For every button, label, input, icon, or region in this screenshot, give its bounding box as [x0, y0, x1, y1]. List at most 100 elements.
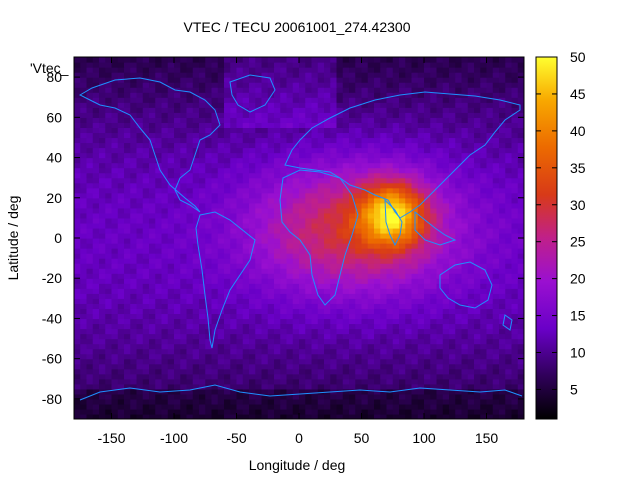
heatmap-cell — [311, 157, 319, 164]
heatmap-cell — [142, 388, 150, 395]
heatmap-cell — [449, 398, 456, 405]
heatmap-cell — [130, 268, 138, 274]
heatmap-cell — [517, 162, 524, 169]
heatmap-cell — [499, 363, 506, 370]
heatmap-cell — [380, 338, 388, 345]
heatmap-cell — [186, 147, 194, 154]
heatmap-cell — [192, 197, 200, 204]
heatmap-cell — [361, 293, 369, 299]
heatmap-cell — [424, 172, 431, 179]
heatmap-cell — [492, 77, 500, 83]
heatmap-cell — [180, 207, 188, 214]
heatmap-cell — [399, 273, 406, 279]
heatmap-cell — [380, 72, 388, 78]
heatmap-cell — [292, 132, 300, 139]
heatmap-cell — [255, 298, 263, 304]
heatmap-cell — [92, 258, 100, 264]
heatmap-cell — [155, 293, 163, 299]
heatmap-cell — [342, 137, 350, 144]
heatmap-cell — [486, 403, 494, 410]
heatmap-cell — [167, 197, 175, 204]
heatmap-cell — [430, 313, 438, 320]
heatmap-cell — [474, 122, 481, 128]
heatmap-cell — [392, 273, 400, 279]
heatmap-cell — [480, 137, 488, 144]
heatmap-cell — [124, 243, 131, 249]
heatmap-cell — [299, 177, 306, 184]
heatmap-cell — [299, 182, 306, 189]
heatmap-cell — [99, 172, 106, 179]
heatmap-cell — [192, 202, 200, 209]
heatmap-cell — [261, 308, 269, 315]
heatmap-cell — [336, 122, 344, 128]
heatmap-cell — [192, 378, 200, 385]
heatmap-cell — [467, 383, 475, 390]
heatmap-cell — [99, 348, 106, 355]
heatmap-cell — [286, 142, 294, 149]
heatmap-cell — [267, 398, 275, 405]
heatmap-cell — [361, 388, 369, 395]
heatmap-cell — [286, 258, 294, 264]
heatmap-cell — [449, 232, 456, 239]
heatmap-cell — [217, 72, 225, 78]
heatmap-cell — [405, 308, 413, 315]
heatmap-cell — [242, 132, 250, 139]
heatmap-cell — [467, 368, 475, 375]
heatmap-cell — [186, 358, 194, 365]
heatmap-cell — [186, 313, 194, 320]
heatmap-cell — [274, 338, 281, 345]
heatmap-cell — [274, 318, 281, 325]
heatmap-cell — [142, 358, 150, 365]
heatmap-cell — [217, 232, 225, 239]
heatmap-cell — [442, 172, 450, 179]
heatmap-cell — [149, 243, 156, 249]
heatmap-cell — [349, 373, 356, 380]
heatmap-cell — [424, 248, 431, 254]
heatmap-cell — [236, 378, 244, 385]
heatmap-cell — [492, 92, 500, 98]
heatmap-cell — [217, 207, 225, 214]
heatmap-cell — [336, 197, 344, 204]
heatmap-cell — [436, 388, 444, 395]
heatmap-cell — [74, 278, 81, 284]
heatmap-cell — [336, 172, 344, 179]
heatmap-cell — [349, 268, 356, 274]
heatmap-cell — [230, 137, 238, 144]
heatmap-cell — [386, 318, 394, 325]
heatmap-cell — [436, 147, 444, 154]
heatmap-cell — [117, 278, 125, 284]
heatmap-cell — [374, 253, 381, 259]
heatmap-cell — [180, 72, 188, 78]
heatmap-cell — [399, 248, 406, 254]
heatmap-cell — [430, 127, 438, 134]
heatmap-cell — [99, 152, 106, 159]
heatmap-cell — [399, 348, 406, 355]
heatmap-cell — [255, 82, 263, 88]
heatmap-cell — [280, 182, 288, 189]
heatmap-cell — [342, 72, 350, 78]
heatmap-cell — [449, 408, 456, 415]
heatmap-cell — [180, 363, 188, 370]
heatmap-cell — [99, 243, 106, 249]
heatmap-cell — [80, 197, 88, 204]
heatmap-cell — [386, 328, 394, 335]
heatmap-cell — [130, 212, 138, 219]
heatmap-cell — [267, 187, 275, 194]
heatmap-cell — [130, 217, 138, 224]
heatmap-cell — [367, 303, 375, 309]
heatmap-cell — [192, 248, 200, 254]
heatmap-cell — [342, 222, 350, 229]
heatmap-cell — [149, 263, 156, 269]
heatmap-cell — [136, 217, 144, 224]
heatmap-cell — [230, 308, 238, 315]
heatmap-cell — [386, 333, 394, 340]
heatmap-cell — [161, 398, 169, 405]
heatmap-cell — [224, 348, 231, 355]
heatmap-cell — [186, 338, 194, 345]
heatmap-cell — [261, 217, 269, 224]
heatmap-cell — [299, 137, 306, 144]
heatmap-cell — [236, 403, 244, 410]
heatmap-cell — [286, 157, 294, 164]
heatmap-cell — [349, 162, 356, 169]
heatmap-cell — [192, 293, 200, 299]
